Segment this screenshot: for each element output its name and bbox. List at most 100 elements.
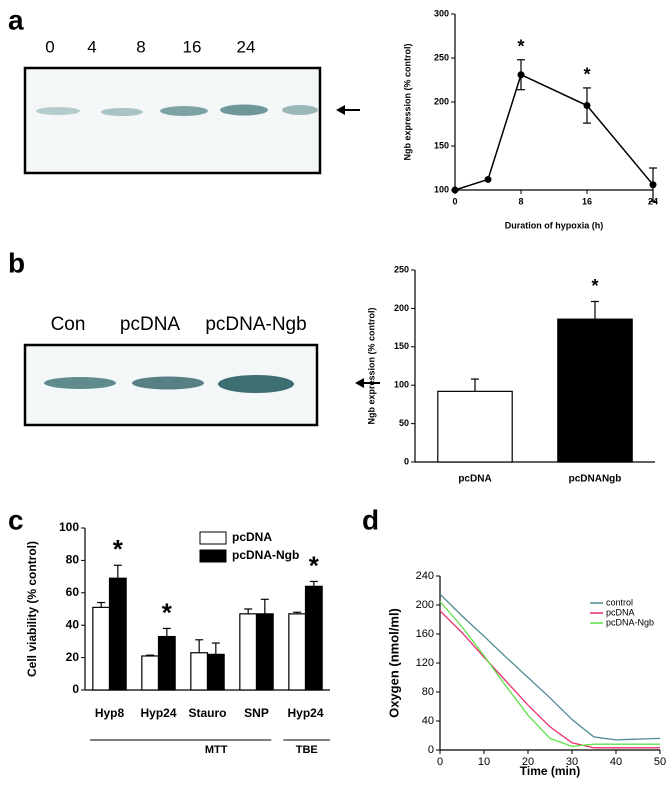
bar (108, 577, 127, 691)
legend-swatch (199, 549, 227, 563)
band (282, 105, 318, 115)
x-tick-label: pcDNA (458, 474, 491, 485)
bar (190, 652, 209, 691)
marker (649, 181, 657, 189)
band (220, 104, 268, 116)
y-tick-label: 200 (394, 303, 409, 313)
marker (451, 186, 459, 194)
x-tick-label: 8 (518, 196, 523, 206)
legend-label: pcDNA (232, 530, 272, 544)
group-label: TBE (296, 744, 318, 756)
annotation: * (517, 37, 524, 57)
band (132, 376, 204, 390)
y-tick-label: 40 (66, 617, 80, 631)
arrow (336, 105, 360, 115)
lane-label: pcDNA (120, 314, 181, 335)
marker (583, 102, 591, 110)
marker (517, 71, 525, 79)
band (36, 107, 80, 115)
y-tick-label: 60 (66, 585, 80, 599)
y-tick-label: 200 (416, 599, 434, 611)
panel-label: b (8, 247, 25, 278)
arrow (355, 378, 380, 388)
y-tick-label: 0 (72, 682, 79, 696)
y-tick-label: 50 (399, 418, 409, 428)
lane-label: 4 (87, 37, 96, 56)
y-axis-title: Ngb expression (% control) (402, 43, 412, 160)
legend-label: pcDNA-Ngb (232, 548, 299, 562)
blot-frame (23, 66, 322, 175)
bar (304, 585, 323, 691)
x-axis-title: Duration of hypoxia (h) (505, 220, 604, 230)
y-tick-label: 0 (404, 456, 409, 466)
y-axis-title: Ngb expression (% control) (366, 307, 376, 424)
y-tick-label: 120 (416, 657, 434, 669)
x-tick-label: 0 (452, 196, 457, 206)
legend-label: control (606, 597, 633, 607)
x-tick-label: 40 (610, 756, 622, 768)
y-tick-label: 0 (428, 744, 434, 756)
bar (557, 318, 633, 463)
y-tick-label: 20 (66, 650, 80, 664)
lane-label: 16 (183, 37, 202, 56)
x-tick-label: 50 (654, 756, 666, 768)
bar (206, 653, 225, 691)
x-tick-label: Hyp24 (287, 706, 323, 720)
blot-b: Con pcDNA pcDNA-Ngb (23, 314, 380, 427)
x-tick-label: 16 (582, 196, 592, 206)
band (160, 106, 208, 116)
annotation: * (162, 597, 173, 627)
blot-a: 0 4 8 16 24 (23, 37, 360, 175)
y-tick-label: 100 (394, 380, 409, 390)
bar (141, 655, 160, 691)
y-tick-label: 100 (59, 520, 79, 534)
bar (437, 390, 513, 463)
y-tick-label: 240 (416, 570, 434, 582)
y-tick-label: 40 (422, 715, 434, 727)
legend-label: pcDNA (606, 607, 635, 617)
annotation: * (309, 550, 320, 580)
panel-label: d (362, 504, 379, 535)
lane-label: 8 (136, 37, 145, 56)
marker (484, 175, 492, 183)
group-label: MTT (205, 744, 228, 756)
lane-label: Con (51, 314, 86, 335)
bar (255, 613, 274, 691)
x-tick-label: 0 (437, 756, 443, 768)
line (454, 73, 654, 191)
y-axis-title: Oxygen (nmol/ml) (386, 608, 401, 718)
panel-label: c (8, 504, 24, 535)
y-tick-label: 250 (434, 52, 449, 62)
y-axis-title: Cell viability (% control) (25, 541, 39, 677)
x-tick-label: Stauro (188, 706, 226, 720)
legend-swatch (199, 531, 227, 545)
lane-label: 0 (45, 37, 54, 56)
x-tick-label: Hyp24 (140, 706, 176, 720)
bar (157, 635, 176, 691)
lane-label: 24 (237, 37, 256, 56)
band (218, 375, 294, 393)
legend-label: pcDNA-Ngb (606, 617, 654, 627)
bar (92, 606, 111, 691)
x-tick-label: Hyp8 (95, 706, 125, 720)
x-tick-label: 20 (522, 756, 534, 768)
y-tick-label: 80 (422, 686, 434, 698)
y-tick-label: 250 (394, 264, 409, 274)
annotation: * (583, 65, 590, 85)
y-tick-label: 100 (434, 184, 449, 194)
line (439, 600, 660, 748)
band (101, 108, 143, 116)
x-tick-label: pcDNANgb (569, 474, 622, 485)
lane-label: pcDNA-Ngb (205, 314, 306, 335)
band (44, 377, 116, 389)
bar (239, 613, 258, 691)
x-tick-label: 10 (478, 756, 490, 768)
x-axis-title: Time (min) (520, 764, 580, 778)
bar (288, 613, 307, 691)
x-tick-label: 30 (566, 756, 578, 768)
y-tick-label: 300 (434, 8, 449, 18)
line (439, 593, 661, 741)
line (439, 610, 660, 749)
y-tick-label: 150 (434, 140, 449, 150)
